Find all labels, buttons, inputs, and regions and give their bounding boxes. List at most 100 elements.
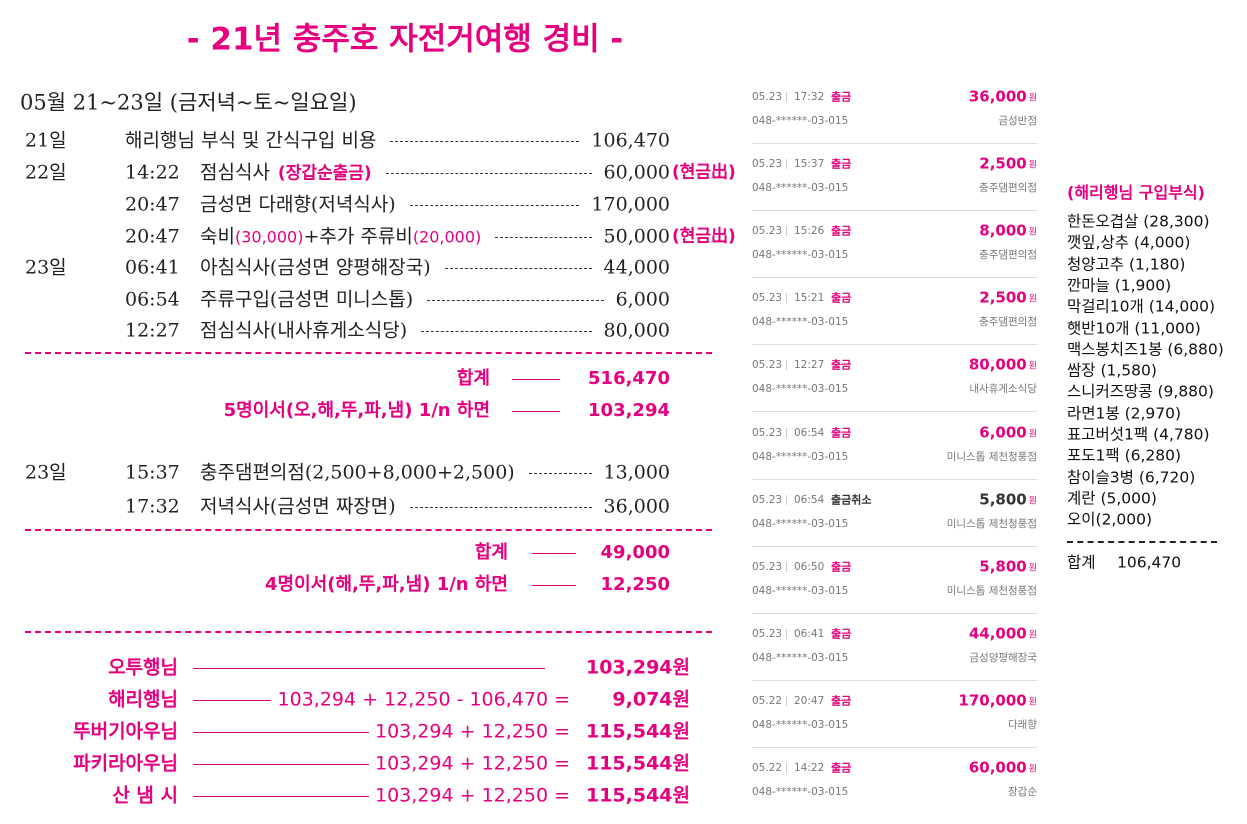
amount: 13,000 bbox=[603, 461, 670, 484]
grocery-item: 깻잎,상추 (4,000) bbox=[1067, 233, 1191, 252]
grocery-item: 맥스봉치즈1봉 (6,880) bbox=[1067, 340, 1224, 359]
bank-place: 충주댐편의점 bbox=[979, 248, 1037, 261]
description-part: 주류구입(금성면 미니스톱) bbox=[200, 288, 414, 311]
amount: 170,000 bbox=[591, 193, 670, 216]
description: 충주댐편의점(2,500+8,000+2,500) bbox=[200, 461, 515, 484]
bank-date: 05.22 bbox=[752, 694, 783, 707]
bank-time: 06:54 bbox=[794, 493, 825, 506]
bank-unit: 원 bbox=[1028, 496, 1037, 507]
amount: 60,000 bbox=[603, 161, 670, 184]
description: 금성면 다래향(저녁식사) bbox=[200, 193, 396, 216]
bank-amount: 80,000 bbox=[968, 355, 1027, 374]
bank-divider bbox=[786, 226, 787, 237]
description-part: 점심식사 bbox=[200, 161, 270, 184]
bank-divider bbox=[786, 360, 787, 371]
grocery-item: 라면1봉 (2,970) bbox=[1067, 403, 1182, 422]
bank-separator bbox=[752, 210, 1037, 212]
day: 21일 bbox=[25, 129, 67, 152]
dash-filler bbox=[532, 585, 576, 586]
grocery-item: 참이슬3병 (6,720) bbox=[1067, 467, 1196, 486]
bank-unit: 원 bbox=[1028, 294, 1037, 305]
grocery-item: 청양고추 (1,180) bbox=[1067, 254, 1186, 273]
bank-unit: 원 bbox=[1028, 160, 1037, 171]
bank-date: 05.23 bbox=[752, 224, 783, 237]
bank-separator bbox=[752, 746, 1037, 748]
amount: 106,470 bbox=[591, 129, 670, 152]
bank-type: 출금 bbox=[831, 90, 852, 104]
description-part: 충주댐편의점(2,500+8,000+2,500) bbox=[200, 461, 515, 484]
bank-place: 미니스톱 제천청풍점 bbox=[946, 450, 1037, 463]
total-label: 합계 bbox=[456, 368, 490, 389]
dash-filler bbox=[495, 237, 592, 238]
description-part: 금성면 다래향(저녁식사) bbox=[200, 193, 396, 216]
bank-place: 충주댐편의점 bbox=[979, 181, 1037, 194]
total-amount: 516,470 bbox=[588, 368, 670, 389]
bank-account: 048-******-03-015 bbox=[752, 785, 849, 798]
bank-amount: 44,000 bbox=[968, 624, 1027, 643]
bank-time: 20:47 bbox=[794, 694, 825, 707]
grocery-item: 표고버섯1팩 (4,780) bbox=[1067, 425, 1210, 444]
person-amount: 9,074원 bbox=[612, 688, 690, 711]
bank-separator bbox=[752, 344, 1037, 346]
bank-account: 048-******-03-015 bbox=[752, 584, 849, 597]
bank-date: 05.23 bbox=[752, 157, 783, 170]
title: - 21년 충주호 자전거여행 경비 - bbox=[186, 21, 624, 58]
grocery-item: 쌈장 (1,580) bbox=[1067, 361, 1157, 380]
dash-filler bbox=[193, 700, 272, 701]
bank-date: 05.23 bbox=[752, 292, 783, 305]
dash-filler bbox=[385, 173, 592, 174]
bank-account: 048-******-03-015 bbox=[752, 114, 849, 127]
bank-amount: 60,000 bbox=[968, 758, 1027, 777]
bank-type: 출금 bbox=[831, 560, 852, 574]
bank-amount: 8,000 bbox=[979, 221, 1027, 240]
description: 숙비(30,000)+추가 주류비(20,000) bbox=[200, 225, 482, 248]
bank-time: 06:54 bbox=[794, 426, 825, 439]
time: 06:41 bbox=[125, 256, 180, 279]
dash-filler bbox=[427, 300, 604, 301]
bank-date: 05.22 bbox=[752, 761, 783, 774]
dash-filler bbox=[409, 507, 592, 508]
amount: 80,000 bbox=[603, 319, 670, 342]
time: 20:47 bbox=[125, 193, 180, 216]
bank-date: 05.23 bbox=[752, 426, 783, 439]
description-part: (20,000) bbox=[412, 227, 482, 247]
formula: 103,294 + 12,250 = bbox=[374, 752, 570, 775]
separator bbox=[25, 352, 712, 354]
bank-divider bbox=[786, 92, 787, 102]
person-amount: 115,544원 bbox=[585, 784, 690, 807]
bank-place: 미니스톱 제천청풍점 bbox=[946, 584, 1037, 597]
bank-separator bbox=[752, 277, 1037, 279]
bank-account: 048-******-03-015 bbox=[752, 316, 849, 329]
description: 저녁식사(금성면 짜장면) bbox=[200, 497, 396, 517]
bank-type: 출금 bbox=[831, 157, 852, 171]
bank-time: 06:50 bbox=[794, 560, 825, 573]
amount: 6,000 bbox=[615, 288, 670, 311]
person-name: 오투행님 bbox=[108, 656, 178, 679]
bank-place: 미니스톱 제천청풍점 bbox=[946, 517, 1037, 530]
grocery-item: 계란 (5,000) bbox=[1067, 489, 1157, 508]
person-name: 뚜버기아우님 bbox=[73, 720, 178, 743]
description-part: 아침식사(금성면 양평해장국) bbox=[200, 256, 431, 279]
bank-type: 출금 bbox=[831, 291, 852, 305]
bank-date: 05.23 bbox=[752, 560, 783, 573]
time: 06:54 bbox=[125, 288, 180, 311]
separator bbox=[25, 631, 712, 633]
person-amount: 115,544원 bbox=[585, 720, 690, 743]
description-part: (30,000) bbox=[234, 227, 304, 247]
description: 해리행님 부식 및 간식구입 비용 bbox=[125, 131, 376, 151]
bank-account: 048-******-03-015 bbox=[752, 383, 849, 396]
total-amount: 12,250 bbox=[600, 574, 670, 595]
formula: 103,294 + 12,250 - 106,470 = bbox=[277, 688, 570, 711]
bank-date: 05.23 bbox=[752, 493, 783, 506]
bank-unit: 원 bbox=[1028, 361, 1037, 372]
bank-unit: 원 bbox=[1028, 563, 1037, 574]
time: 17:32 bbox=[125, 495, 180, 518]
bank-unit: 원 bbox=[1028, 93, 1037, 104]
total-amount: 49,000 bbox=[600, 542, 670, 563]
bank-account: 048-******-03-015 bbox=[752, 718, 849, 731]
formula: 103,294 + 12,250 = bbox=[374, 720, 570, 743]
description-part: +추가 주류비 bbox=[303, 225, 413, 248]
dash-filler bbox=[193, 732, 369, 733]
bank-amount: 2,500 bbox=[979, 288, 1027, 307]
note: (현금出) bbox=[672, 226, 736, 247]
